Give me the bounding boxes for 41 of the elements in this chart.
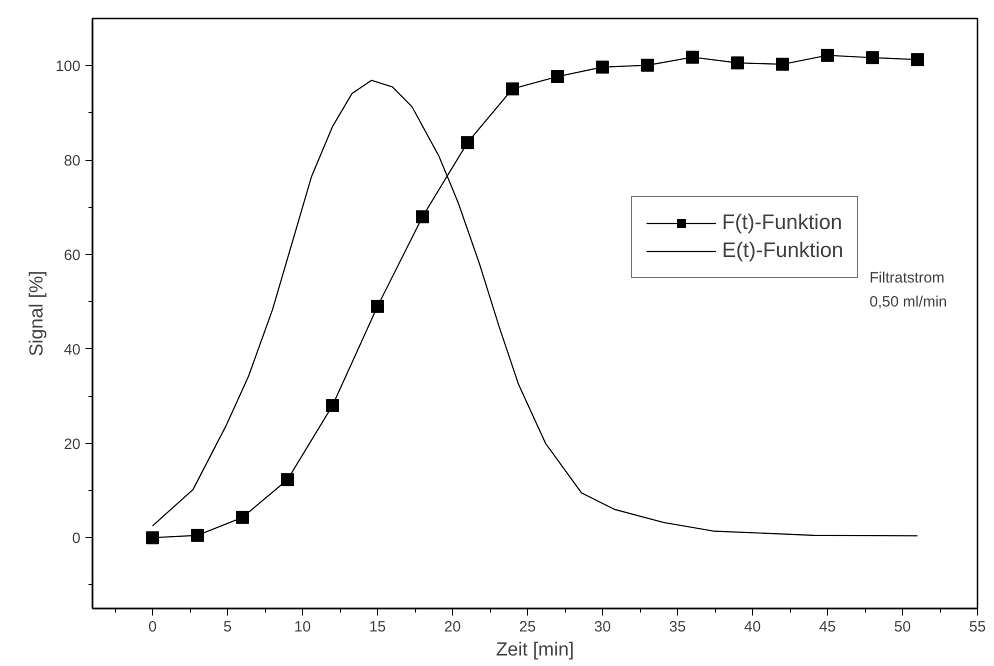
x-tick-label: 35	[669, 618, 686, 636]
point	[641, 58, 654, 72]
point	[146, 531, 159, 544]
y-tick-label: 40	[64, 341, 81, 358]
point	[821, 48, 834, 62]
point	[506, 82, 519, 96]
point	[866, 51, 879, 64]
point	[371, 300, 384, 313]
x-tick-label: 15	[369, 618, 386, 636]
point	[596, 60, 609, 74]
point	[686, 50, 699, 64]
point	[911, 53, 924, 66]
legend-label: E(t)-Funktion	[722, 239, 844, 263]
y-tick-label: 80	[64, 152, 81, 170]
x-tick-label: 25	[519, 618, 536, 636]
annotation: Filtratstrom 0,50 ml/min	[870, 270, 948, 310]
point	[281, 473, 294, 486]
x-tick-label: 30	[594, 618, 611, 636]
point	[461, 136, 474, 150]
x-tick-label: 40	[744, 618, 761, 636]
point	[731, 56, 744, 70]
x-tick-label: 0	[148, 618, 157, 636]
y-tick-label: 0	[72, 530, 80, 548]
x-tick-label: 45	[819, 618, 836, 636]
point	[776, 58, 789, 71]
point	[326, 399, 339, 412]
point	[416, 210, 429, 224]
legend-label: F(t)-Funktion	[722, 211, 842, 235]
x-tick-label: 55	[969, 618, 986, 636]
point	[191, 528, 204, 542]
x-axis-title: Zeit [min]	[496, 640, 574, 660]
point	[551, 70, 564, 84]
y-tick-label: 100	[55, 58, 81, 76]
point	[236, 510, 249, 524]
y-axis-title: Signal [%]	[26, 270, 48, 356]
y-tick-label: 60	[64, 247, 81, 264]
y-tick-label: 20	[64, 436, 81, 453]
x-tick-label: 20	[444, 618, 461, 636]
x-tick-label: 10	[294, 618, 311, 636]
x-tick-label: 5	[223, 618, 232, 636]
x-tick-label: 50	[894, 618, 911, 636]
